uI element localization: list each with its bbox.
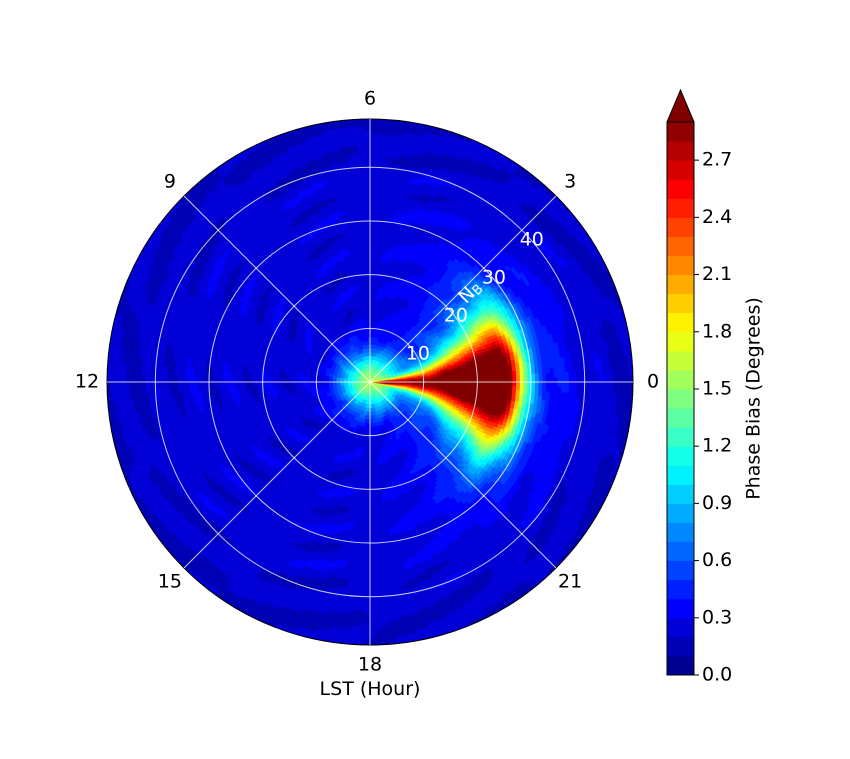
polar-plot-area: 036912151821 10203040 NB LST (Hour)	[75, 88, 659, 701]
